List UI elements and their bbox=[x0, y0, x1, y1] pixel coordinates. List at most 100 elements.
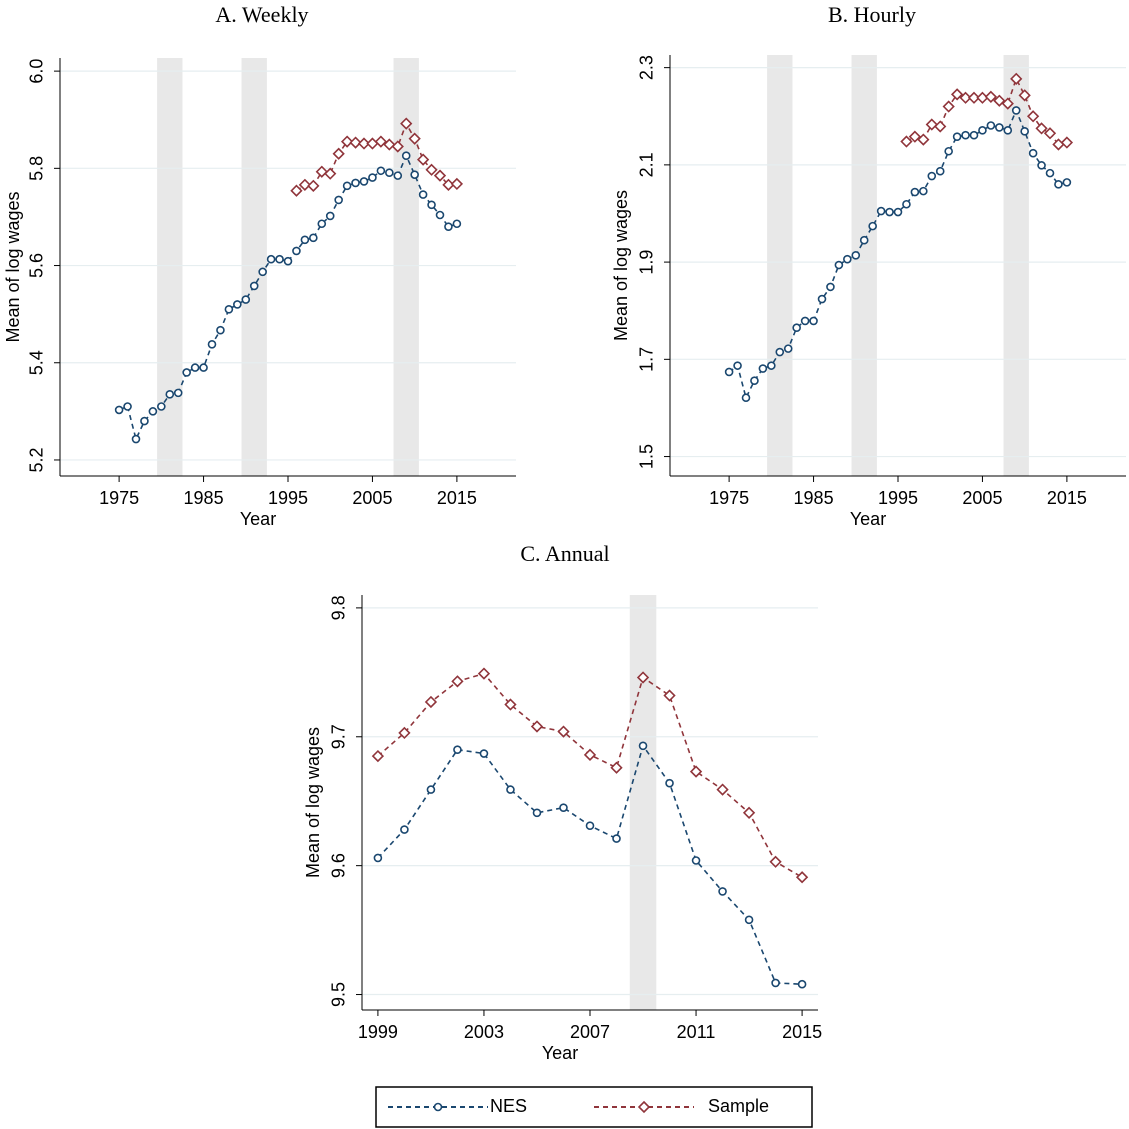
marker bbox=[771, 978, 780, 988]
marker bbox=[371, 749, 385, 763]
legend-marker bbox=[433, 1102, 443, 1112]
x-tick-label: 2005 bbox=[352, 488, 392, 508]
recession-band bbox=[767, 55, 793, 476]
marker bbox=[292, 246, 301, 256]
y-tick-label: 5.8 bbox=[27, 156, 47, 181]
marker bbox=[817, 294, 827, 304]
marker bbox=[797, 979, 807, 989]
y-tick-label: 9.7 bbox=[329, 724, 349, 749]
y-tick-label: 6.0 bbox=[27, 59, 47, 84]
marker bbox=[952, 132, 962, 141]
x-axis-label: Year bbox=[542, 1043, 578, 1063]
marker bbox=[342, 181, 352, 191]
marker bbox=[809, 316, 818, 326]
marker bbox=[885, 207, 894, 217]
marker bbox=[969, 130, 979, 140]
marker bbox=[298, 178, 312, 191]
marker bbox=[610, 761, 623, 774]
marker bbox=[307, 179, 320, 192]
recession-band bbox=[241, 58, 267, 476]
x-tick-label: 2007 bbox=[570, 1022, 610, 1042]
marker bbox=[190, 363, 200, 372]
x-tick-label: 2011 bbox=[677, 1022, 716, 1042]
y-tick-label: 1.7 bbox=[637, 347, 657, 372]
marker bbox=[351, 178, 360, 188]
marker bbox=[967, 91, 981, 104]
marker bbox=[559, 803, 568, 812]
panel-title: C. Annual bbox=[520, 541, 609, 566]
marker bbox=[427, 200, 436, 210]
marker bbox=[401, 151, 411, 160]
marker bbox=[908, 130, 922, 143]
marker bbox=[452, 219, 462, 229]
marker bbox=[925, 118, 938, 131]
y-tick-label: 9.5 bbox=[329, 982, 349, 1007]
marker bbox=[1026, 110, 1040, 123]
marker bbox=[876, 206, 886, 216]
marker bbox=[724, 367, 734, 377]
marker bbox=[140, 416, 149, 426]
marker bbox=[959, 91, 972, 104]
marker bbox=[636, 671, 650, 684]
marker bbox=[241, 295, 251, 304]
marker bbox=[173, 388, 183, 398]
marker bbox=[366, 137, 379, 150]
marker bbox=[114, 405, 124, 415]
x-axis-label: Year bbox=[850, 509, 886, 529]
marker bbox=[400, 825, 409, 834]
marker bbox=[718, 887, 727, 896]
marker bbox=[919, 186, 928, 196]
marker bbox=[1020, 127, 1029, 136]
marker bbox=[663, 689, 676, 702]
marker bbox=[1011, 106, 1021, 115]
marker bbox=[851, 250, 861, 260]
marker bbox=[182, 368, 191, 377]
marker bbox=[995, 123, 1004, 132]
y-tick-label: 1.5 bbox=[637, 444, 657, 469]
marker bbox=[1035, 122, 1048, 135]
marker bbox=[1003, 126, 1013, 135]
marker bbox=[477, 667, 491, 680]
marker bbox=[927, 171, 937, 181]
marker bbox=[769, 855, 782, 868]
recession-band bbox=[629, 595, 657, 1010]
marker bbox=[935, 166, 945, 176]
legend-marker bbox=[637, 1100, 651, 1114]
y-axis-label: Mean of log wages bbox=[611, 190, 631, 341]
marker bbox=[131, 434, 141, 444]
marker bbox=[775, 347, 785, 357]
x-tick-label: 2015 bbox=[782, 1022, 822, 1042]
series-line bbox=[295, 121, 457, 192]
marker bbox=[910, 187, 920, 197]
marker bbox=[290, 184, 303, 197]
legend-box bbox=[375, 1086, 813, 1128]
marker bbox=[585, 821, 595, 830]
marker bbox=[826, 282, 835, 292]
y-tick-label: 5.2 bbox=[27, 447, 47, 472]
marker bbox=[691, 856, 701, 865]
y-tick-label: 2.1 bbox=[637, 152, 657, 177]
x-tick-label: 2005 bbox=[962, 488, 1002, 508]
marker bbox=[893, 207, 903, 217]
marker bbox=[504, 698, 517, 711]
marker bbox=[1010, 72, 1023, 85]
marker bbox=[741, 393, 751, 403]
marker bbox=[800, 316, 810, 326]
marker bbox=[986, 121, 996, 130]
marker bbox=[224, 304, 234, 314]
marker bbox=[984, 90, 998, 103]
marker bbox=[165, 390, 175, 399]
marker bbox=[1001, 97, 1014, 110]
marker bbox=[1043, 127, 1057, 140]
marker bbox=[1037, 161, 1046, 170]
marker bbox=[249, 281, 259, 291]
marker bbox=[383, 138, 396, 151]
marker bbox=[942, 100, 955, 113]
x-tick-label: 1985 bbox=[794, 488, 834, 508]
marker bbox=[426, 785, 436, 794]
marker bbox=[157, 402, 166, 411]
marker bbox=[349, 136, 362, 149]
marker bbox=[258, 267, 267, 277]
marker bbox=[340, 135, 354, 148]
marker bbox=[233, 300, 242, 309]
